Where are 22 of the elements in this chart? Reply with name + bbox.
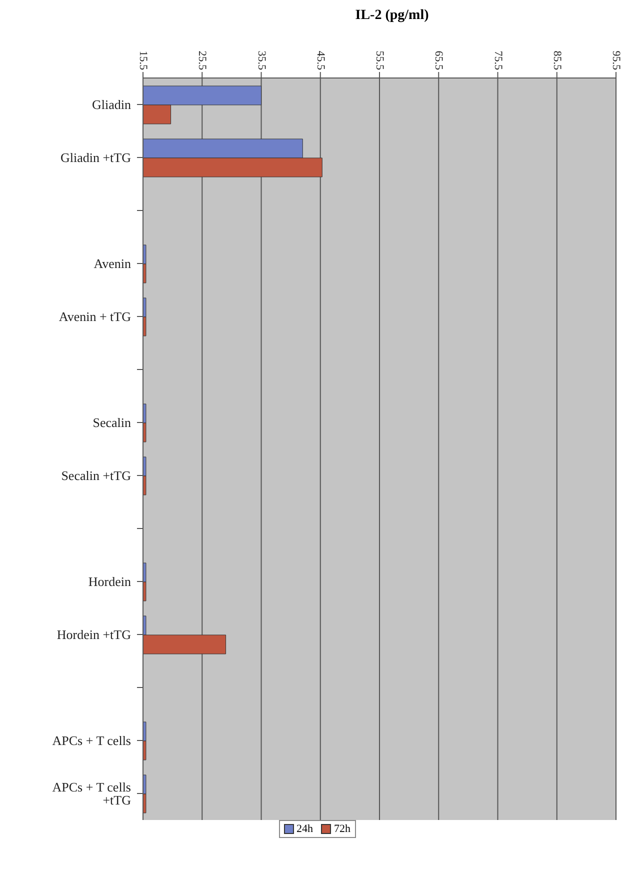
y-tick-label: Gliadin +tTG	[60, 150, 131, 166]
x-axis-title: IL-2 (pg/ml)	[354, 8, 430, 25]
y-tick-label: Hordein +tTG	[56, 627, 131, 642]
y-tick-label: Avenin + tTG	[58, 309, 131, 324]
x-tick-label: 15.5	[137, 50, 149, 70]
x-tick-label: 45.5	[314, 50, 326, 70]
x-tick-label: 65.5	[432, 50, 445, 70]
y-tick-label: Gliadin	[92, 97, 132, 112]
y-tick-label: APCs + T cells +tTG	[52, 780, 131, 808]
legend-label: 72h	[333, 823, 350, 835]
y-tick-label: Secalin	[92, 415, 132, 430]
x-tick-label: 55.5	[374, 50, 386, 70]
y-tick-label: Secalin +tTG	[61, 468, 131, 484]
legend-label: 24h	[296, 823, 313, 835]
x-tick-label: 25.5	[196, 50, 208, 70]
x-tick-label: 75.5	[492, 50, 504, 70]
x-tick-label: 85.5	[550, 50, 563, 70]
y-tick-label: Hordein	[88, 574, 132, 590]
y-tick-label: APCs + T cells	[52, 733, 131, 748]
x-tick-label: 35.5	[255, 50, 268, 70]
y-tick-label: Avenin	[94, 256, 132, 272]
x-tick-label: 95.5	[610, 50, 622, 70]
